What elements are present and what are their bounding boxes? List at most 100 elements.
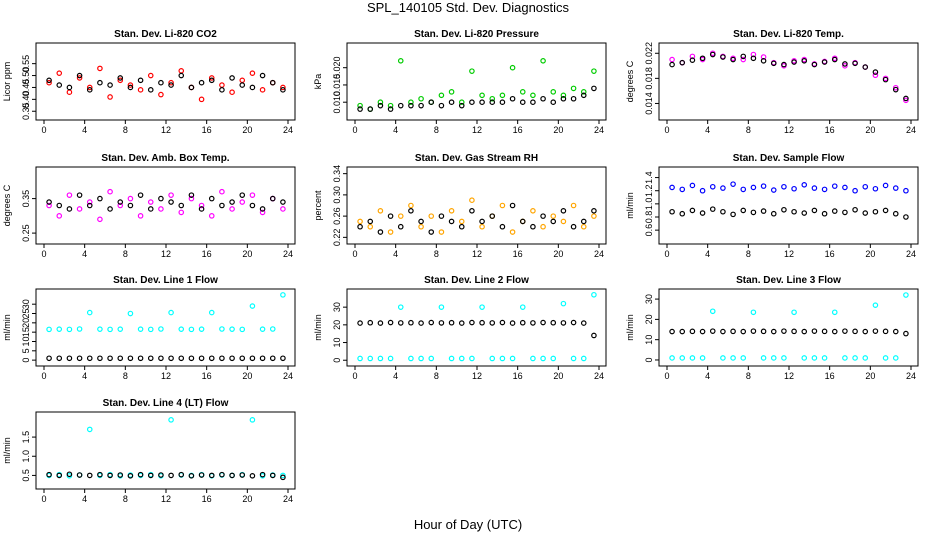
data-point-primary — [469, 68, 475, 74]
data-point-secondary — [127, 355, 134, 362]
x-tick-label: 4 — [82, 125, 87, 135]
data-point-secondary — [448, 99, 455, 106]
data-point-primary — [821, 186, 828, 193]
data-point-secondary — [208, 195, 215, 202]
data-point-secondary — [560, 208, 567, 214]
y-axis-label: degrees C — [2, 184, 12, 226]
data-point-primary — [46, 79, 52, 86]
data-point-secondary — [428, 319, 435, 326]
data-point-secondary — [357, 320, 363, 326]
data-point-secondary — [811, 207, 818, 214]
data-point-primary — [709, 183, 716, 190]
data-point-primary — [689, 182, 696, 189]
x-tick-label: 20 — [553, 371, 563, 381]
data-point-secondary — [269, 195, 276, 202]
data-point-secondary — [499, 319, 506, 326]
data-point-secondary — [709, 328, 716, 334]
data-point-primary — [770, 187, 777, 193]
data-point-secondary — [188, 472, 195, 479]
data-point-secondary — [428, 229, 435, 235]
y-tick-label: 20 — [21, 318, 31, 328]
panel-title: Stan. Dev. Li-820 Temp. — [733, 29, 844, 40]
x-tick-label: 20 — [553, 125, 563, 135]
data-point-secondary — [862, 328, 869, 335]
data-point-primary — [872, 185, 879, 192]
data-point-primary — [178, 326, 185, 332]
data-point-primary — [158, 326, 164, 332]
plot-frame — [346, 288, 607, 367]
data-point-secondary — [249, 202, 256, 209]
data-point-primary — [842, 355, 848, 361]
data-point-secondary — [679, 328, 686, 335]
x-tick-label: 24 — [283, 371, 293, 381]
plot-frame — [658, 42, 919, 121]
data-point-primary — [591, 213, 597, 219]
data-point-secondary — [178, 202, 185, 209]
data-point-primary — [178, 209, 185, 216]
data-point-secondary — [580, 320, 587, 326]
data-point-primary — [811, 185, 818, 191]
x-tick-label: 0 — [41, 371, 46, 381]
data-point-secondary — [158, 355, 164, 362]
panel-title: Stan. Dev. Line 3 Flow — [736, 275, 841, 286]
data-point-secondary — [269, 472, 276, 479]
data-point-primary — [397, 304, 404, 310]
y-tick-label: 0.022 — [644, 42, 654, 65]
x-tick-label: 20 — [242, 249, 252, 259]
data-point-secondary — [397, 223, 404, 230]
data-point-secondary — [438, 320, 445, 326]
y-tick-label: 1.0 — [21, 450, 31, 463]
chart-panel: Stan. Dev. Li-820 Temp. degrees C 0 4 8 12 16 2… — [625, 29, 919, 135]
chart-panel: Stan. Dev. Line 3 Flow ml/min 0 4 8 12 16 20 24 0… — [625, 275, 919, 381]
data-point-primary — [669, 355, 675, 361]
data-point-primary — [397, 57, 404, 64]
y-tick-label: 20 — [332, 320, 342, 330]
data-point-secondary — [147, 206, 154, 212]
data-point-secondary — [137, 471, 144, 478]
data-point-primary — [259, 326, 266, 332]
data-point-secondary — [882, 207, 889, 214]
data-point-secondary — [689, 328, 696, 335]
data-point-primary — [892, 84, 899, 91]
data-point-primary — [239, 326, 246, 333]
data-point-primary — [86, 426, 93, 433]
data-point-primary — [730, 181, 736, 187]
data-point-primary — [781, 183, 787, 190]
data-point-secondary — [198, 355, 205, 362]
y-tick-label: 1.5 — [21, 431, 31, 444]
x-tick-label: 24 — [906, 249, 916, 259]
data-point-secondary — [720, 328, 726, 335]
data-point-secondary — [198, 472, 205, 478]
data-point-secondary — [720, 208, 726, 215]
x-tick-label: 24 — [594, 125, 604, 135]
data-point-primary — [249, 192, 256, 198]
x-tick-label: 24 — [906, 371, 916, 381]
data-point-secondary — [580, 218, 587, 225]
panel-title: Stan. Dev. Line 4 (LT) Flow — [103, 398, 229, 409]
data-point-secondary — [499, 99, 506, 106]
x-tick-label: 16 — [825, 249, 835, 259]
panel-title: Stan. Dev. Gas Stream RH — [415, 153, 538, 164]
data-point-secondary — [699, 55, 706, 62]
data-point-secondary — [530, 223, 536, 230]
data-point-secondary — [387, 319, 394, 326]
y-axis-label: ml/min — [625, 314, 635, 341]
data-point-secondary — [469, 319, 475, 326]
data-point-secondary — [781, 328, 787, 334]
data-point-secondary — [127, 202, 134, 209]
y-tick-label: 0 — [644, 357, 654, 362]
data-point-primary — [679, 186, 686, 193]
data-point-secondary — [367, 319, 374, 326]
data-point-primary — [872, 72, 879, 79]
data-point-secondary — [679, 210, 686, 217]
data-point-primary — [229, 89, 235, 96]
data-point-primary — [862, 183, 869, 190]
data-point-secondary — [479, 218, 485, 225]
data-point-secondary — [107, 472, 113, 479]
x-tick-label: 16 — [202, 125, 212, 135]
data-point-secondary — [408, 102, 414, 109]
data-point-secondary — [530, 99, 536, 106]
data-point-secondary — [811, 328, 818, 334]
data-point-secondary — [397, 320, 404, 326]
data-point-secondary — [280, 355, 286, 362]
